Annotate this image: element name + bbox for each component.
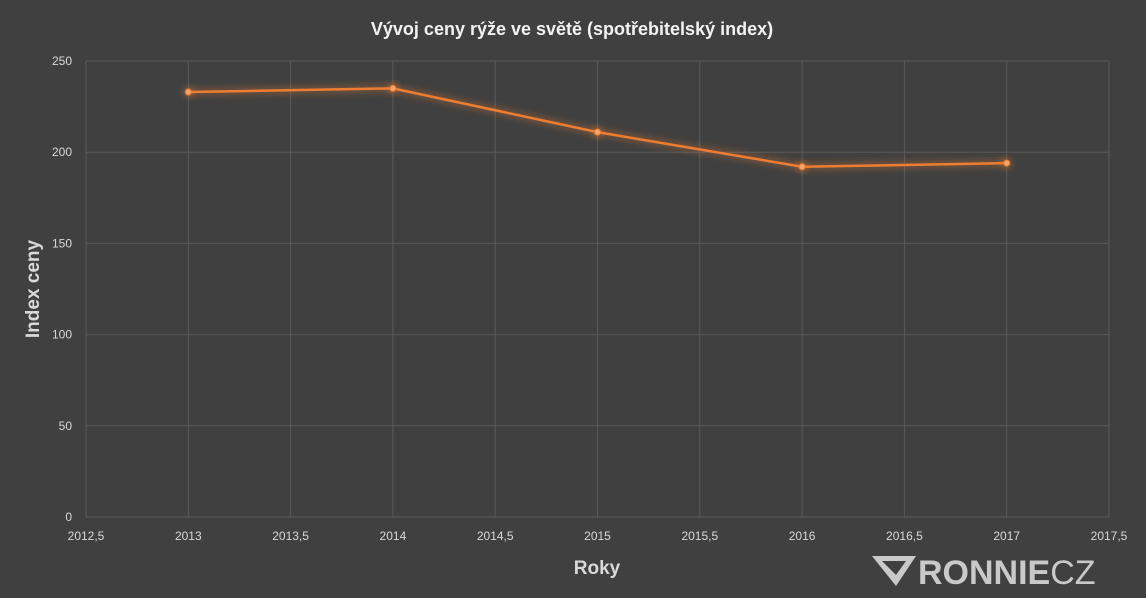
y-tick-label: 0 [65, 510, 72, 524]
watermark-text-bold: RONNIE [918, 554, 1050, 592]
x-tick-label: 2013 [175, 529, 202, 543]
x-tick-label: 2016 [789, 529, 816, 543]
x-tick-label: 2012,5 [68, 529, 105, 543]
x-tick-label: 2014 [380, 529, 407, 543]
y-axis-title: Index ceny [23, 239, 44, 338]
x-axis-title: Roky [574, 558, 621, 579]
watermark-text-light: CZ [1050, 554, 1095, 592]
x-tick-label: 2013,5 [272, 529, 309, 543]
data-point [184, 88, 192, 96]
x-tick-label: 2014,5 [477, 529, 514, 543]
y-tick-label: 200 [52, 145, 72, 159]
y-tick-label: 250 [52, 54, 72, 68]
x-tick-label: 2015,5 [681, 529, 718, 543]
data-point [389, 84, 397, 92]
data-point [594, 128, 601, 136]
watermark: RONNIECZ [872, 554, 1096, 592]
x-tick-label: 2017 [993, 529, 1020, 543]
data-point [798, 163, 806, 171]
x-axis-ticks: 2012,5 2013 2013,5 2014 2014,5 2015 2015,5 2016… [68, 529, 1128, 543]
y-axis-ticks: 0 50 100 150 200 250 [52, 54, 72, 524]
series-group [182, 82, 1013, 173]
x-tick-label: 2016,5 [886, 529, 923, 543]
data-point [1003, 159, 1011, 167]
y-tick-label: 50 [59, 419, 73, 433]
x-tick-label: 2017,5 [1091, 529, 1128, 543]
chart-title: Vývoj ceny rýže ve světě (spotřebitelský… [371, 19, 773, 39]
y-tick-label: 150 [52, 236, 72, 250]
y-tick-label: 100 [52, 328, 72, 342]
svg-text:RONNIECZ: RONNIECZ [918, 554, 1096, 592]
ronnie-logo-icon [872, 556, 916, 586]
x-tick-label: 2015 [584, 529, 611, 543]
